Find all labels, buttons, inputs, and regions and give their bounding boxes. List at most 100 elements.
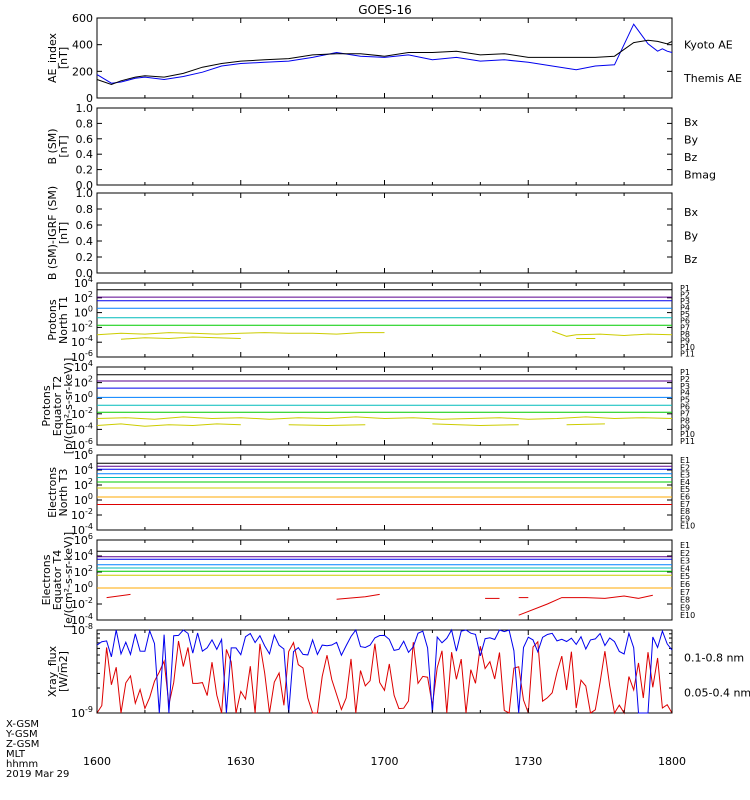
y-axis-label-line: Xray_flux <box>46 645 59 697</box>
y-tick-label: 102 <box>74 564 93 579</box>
y-tick-label: 1.0 <box>76 102 94 115</box>
panel-frame <box>96 17 673 99</box>
legend-entry: By <box>684 229 699 242</box>
panel-frame <box>96 539 673 621</box>
legend-entry: E8 <box>680 596 690 605</box>
series-line-themis-ae <box>96 39 673 86</box>
y-tick-label: 10-2 <box>71 319 93 334</box>
series-line-0-05-0-4-nm <box>96 628 673 714</box>
coord-label: Y-GSM <box>5 729 38 740</box>
legend-entry: P10 <box>680 430 695 439</box>
y-tick-label: 0.2 <box>76 164 94 177</box>
tick-base: 10 <box>71 614 85 627</box>
tick-exponent: -6 <box>85 349 93 358</box>
tick-exponent: 4 <box>88 275 93 284</box>
legend-entry: E10 <box>680 611 695 620</box>
legend-entry: P2 <box>680 375 690 384</box>
legend-entry: Themis AE <box>683 72 742 85</box>
legend-entry: P5 <box>680 310 690 319</box>
y-tick-label: 10-4 <box>71 334 93 349</box>
legend-entry: Bmag <box>684 169 716 182</box>
y-tick-label: 0 <box>86 92 93 105</box>
tick-base: 10 <box>71 351 85 364</box>
legend-entry: Bx <box>684 206 699 219</box>
legend-entry: E7 <box>680 588 690 597</box>
y-tick-label: 10-6 <box>71 349 93 364</box>
y-tick-label: 102 <box>74 290 93 305</box>
x-tick-label: 1630 <box>227 755 255 768</box>
tick-exponent: -4 <box>85 612 93 621</box>
legend-entry: P2 <box>680 291 690 300</box>
tick-base: 10 <box>74 582 88 595</box>
panel-frame <box>96 629 673 714</box>
y-axis-label-line: [e/(cm²-s-sr-keV)] <box>62 532 75 628</box>
legend-entry: 0.1-0.8 nm <box>684 652 744 665</box>
y-tick-label: 102 <box>74 477 93 492</box>
panel-frame <box>96 366 673 446</box>
legend-entry: E6 <box>680 580 690 589</box>
y-tick-label: 10-2 <box>71 507 93 522</box>
legend-entry: P6 <box>680 317 690 326</box>
y-axis-label-line: Equator T2 <box>51 376 64 436</box>
tick-exponent: 0 <box>88 580 93 589</box>
y-tick-label: 104 <box>74 275 93 290</box>
x-tick-label: 1730 <box>514 755 542 768</box>
legend-entry: Kyoto AE <box>684 39 733 52</box>
y-tick-label: 104 <box>74 462 93 477</box>
y-axis-label: Xray_flux[W/m2] <box>46 645 70 697</box>
tick-base: 10 <box>71 336 85 349</box>
y-tick-label: 0.4 <box>76 148 94 161</box>
tick-exponent: 4 <box>88 359 93 368</box>
y-axis-label-line: Protons <box>40 385 53 426</box>
y-axis-label: ProtonsNorth T1 <box>46 296 70 344</box>
tick-base: 10 <box>74 377 88 390</box>
tick-base: 10 <box>74 449 88 462</box>
panel-bsm: 0.0 0.2 0.4 0.6 0.8 1.0 B (SM)[nT] Bx By Bz Bmag <box>46 102 716 192</box>
y-tick-label: 100 <box>74 580 93 595</box>
legend-entry: E9 <box>680 514 690 523</box>
coord-label: MLT <box>6 749 26 760</box>
tick-exponent: -6 <box>85 437 93 446</box>
y-tick-label: 10-4 <box>71 612 93 627</box>
legend-entry: E9 <box>680 603 690 612</box>
panel-bigrf: 0.0 0.2 0.4 0.6 0.8 1.0 B (SM)-IGRF (SM)[nT] Bx… <box>46 186 699 280</box>
y-tick-label: 104 <box>74 548 93 563</box>
y-tick-label: 1.0 <box>76 187 94 200</box>
tick-exponent: 2 <box>88 290 93 299</box>
tick-exponent: 0 <box>88 305 93 314</box>
tick-base: 10 <box>74 550 88 563</box>
tick-exponent: -2 <box>85 319 93 328</box>
y-axis-label-line: Equator T4 <box>51 550 64 610</box>
series-line-p8 <box>120 336 241 340</box>
legend-entry: E7 <box>680 500 690 509</box>
y-axis-label-line: [p/(cm²-s-sr-keV)] <box>62 358 75 455</box>
legend-entry: P11 <box>680 437 695 446</box>
tick-base: 10 <box>71 707 85 720</box>
y-tick-label: 0.6 <box>76 133 94 146</box>
tick-base: 10 <box>71 423 85 436</box>
y-tick-label: 0.4 <box>76 235 94 248</box>
y-tick-label: 0.0 <box>76 179 94 192</box>
legend-entry: Bz <box>684 253 698 266</box>
y-tick-label: 10-8 <box>71 622 93 637</box>
y-tick-label: 102 <box>74 375 93 390</box>
y-tick-label: 100 <box>74 492 93 507</box>
y-tick-label: 106 <box>74 447 93 462</box>
y-tick-label: 104 <box>74 359 93 374</box>
tick-base: 10 <box>74 277 88 290</box>
tick-exponent: -2 <box>85 507 93 516</box>
y-tick-label: 106 <box>74 532 93 547</box>
series-line-p8c <box>432 423 519 427</box>
tick-exponent: 0 <box>88 492 93 501</box>
tick-base: 10 <box>74 534 88 547</box>
series-line-e9a <box>106 593 131 599</box>
legend-entry: P3 <box>680 297 690 306</box>
tick-exponent: 2 <box>88 375 93 384</box>
coord-label: 2019 Mar 29 <box>6 769 69 780</box>
